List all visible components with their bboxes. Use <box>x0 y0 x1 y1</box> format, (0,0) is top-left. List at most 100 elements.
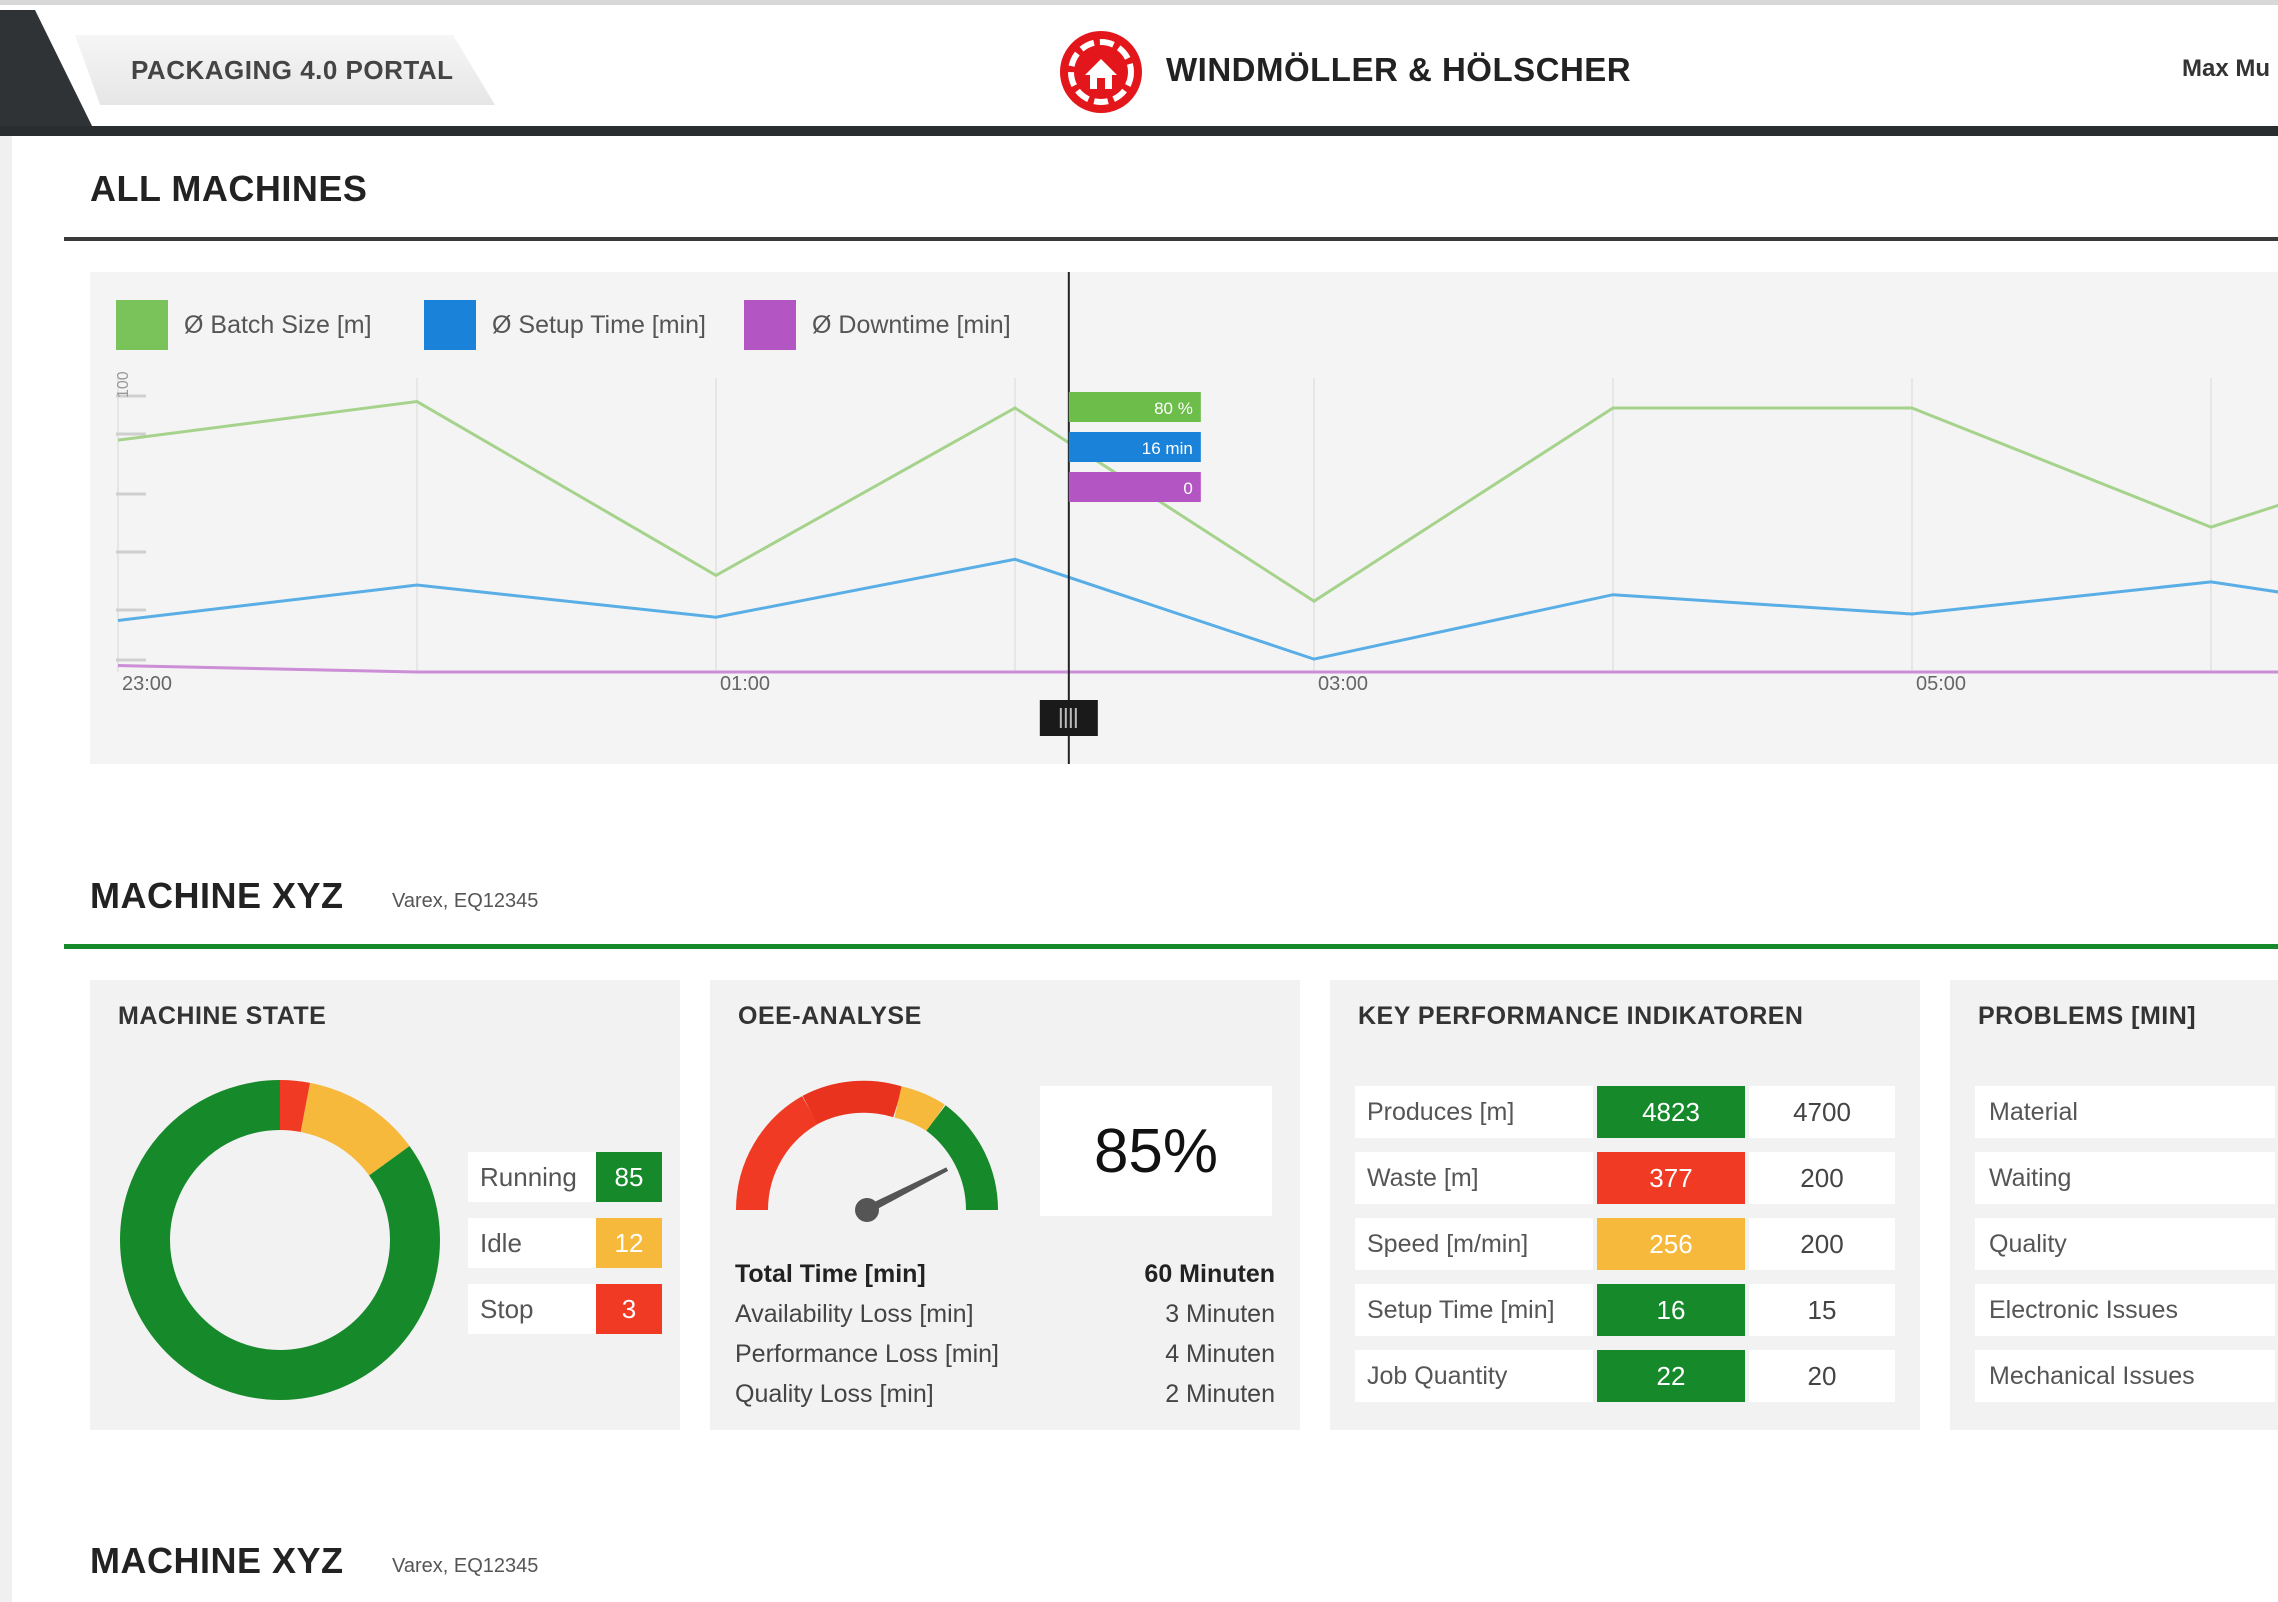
series-downtime-line <box>117 664 2278 674</box>
kpi-label: Speed [m/min] <box>1355 1218 1593 1270</box>
oee-loss-label: Performance Loss [min] <box>735 1340 999 1368</box>
legend-swatch <box>116 300 168 350</box>
oee-total-row: Total Time [min] 60 Minuten <box>735 1260 1275 1289</box>
problems-card: PROBLEMS [MIN] Material Waiting Quality … <box>1950 980 2278 1430</box>
kpi-target: 20 <box>1749 1350 1895 1402</box>
oee-loss-row: Availability Loss [min] 3 Minuten <box>735 1300 1275 1329</box>
oee-gauge <box>735 1080 998 1222</box>
card-title: KEY PERFORMANCE INDIKATOREN <box>1358 1002 1804 1030</box>
donut-segment-stop <box>120 1080 440 1400</box>
legend-setup-time[interactable]: Ø Setup Time [min] <box>424 300 706 350</box>
gauge-hub <box>855 1198 879 1222</box>
kpi-card: KEY PERFORMANCE INDIKATOREN Produces [m]… <box>1330 980 1920 1430</box>
problem-row: Material <box>1975 1086 2275 1138</box>
oee-loss-value: 3 Minuten <box>1165 1300 1275 1328</box>
kpi-label: Setup Time [min] <box>1355 1284 1593 1336</box>
section-divider <box>64 237 2278 241</box>
kpi-row-waste: Waste [m] 377 200 <box>1355 1152 1895 1204</box>
oee-card: OEE-ANALYSE 85% Total Time [min] 60 Minu… <box>710 980 1300 1430</box>
card-title: OEE-ANALYSE <box>738 1002 922 1030</box>
gauge-yellow-arc <box>894 1086 945 1132</box>
line-chart: 100 23:00 01:00 03:00 05:00 80 % 16 min … <box>115 272 2278 764</box>
legend-swatch <box>424 300 476 350</box>
gauge-green-arc <box>925 1105 998 1211</box>
kpi-row-job-quantity: Job Quantity 22 20 <box>1355 1350 1895 1402</box>
tooltip-batch-badge <box>1068 392 1201 422</box>
kpi-value: 377 <box>1597 1152 1745 1204</box>
kpi-row-setup-time: Setup Time [min] 16 15 <box>1355 1284 1895 1336</box>
state-row-stop: Stop 3 <box>468 1284 662 1334</box>
legend-label: Ø Batch Size [m] <box>184 310 372 339</box>
oee-loss-row: Performance Loss [min] 4 Minuten <box>735 1340 1275 1369</box>
tooltip-setup-value: 16 min <box>1142 439 1193 458</box>
kpi-target: 4700 <box>1749 1086 1895 1138</box>
oee-percent: 85% <box>1040 1086 1272 1216</box>
kpi-label: Produces [m] <box>1355 1086 1593 1138</box>
kpi-value: 16 <box>1597 1284 1745 1336</box>
gauge-red-arc <box>735 1096 819 1211</box>
problem-row: Quality <box>1975 1218 2275 1270</box>
state-label: Running <box>480 1161 577 1192</box>
machine-subtitle: Varex, EQ12345 <box>392 1555 539 1577</box>
x-tick-label: 01:00 <box>720 673 770 695</box>
state-row-idle: Idle 12 <box>468 1218 662 1268</box>
chart-tooltip: 80 % 16 min 0 <box>1068 392 1201 502</box>
portal-tab[interactable]: PACKAGING 4.0 PORTAL <box>75 35 495 105</box>
oee-loss-label: Quality Loss [min] <box>735 1380 934 1408</box>
tooltip-batch-value: 80 % <box>1154 399 1193 418</box>
state-label: Idle <box>480 1227 522 1258</box>
brand-name: WINDMÖLLER & HÖLSCHER <box>1166 51 1632 88</box>
kpi-value: 4823 <box>1597 1086 1745 1138</box>
machine-state-donut <box>120 1080 440 1400</box>
chart-cursor-handle[interactable] <box>1039 700 1098 736</box>
oee-loss-value: 2 Minuten <box>1165 1380 1275 1408</box>
user-name[interactable]: Max Mu <box>2182 55 2271 82</box>
top-bar: PACKAGING 4.0 PORTAL WINDMÖLLER & HÖLSCH… <box>0 0 2278 132</box>
x-tick-label: 23:00 <box>122 673 172 695</box>
problem-row: Electronic Issues <box>1975 1284 2275 1336</box>
all-machines-title: ALL MACHINES <box>90 168 368 209</box>
machine-title: MACHINE XYZ <box>90 1540 344 1581</box>
oee-total-label: Total Time [min] <box>735 1260 926 1288</box>
oee-loss-value: 4 Minuten <box>1165 1340 1275 1368</box>
legend-swatch <box>744 300 796 350</box>
state-value: 3 <box>596 1284 662 1334</box>
machine-divider <box>64 944 2278 949</box>
state-value: 85 <box>596 1152 662 1202</box>
legend-batch-size[interactable]: Ø Batch Size [m] <box>116 300 372 350</box>
machine-state-card: MACHINE STATE Running 85 Idle 12 Stop 3 <box>90 980 680 1430</box>
series-batch-size-line <box>117 399 2278 603</box>
oee-loss-label: Availability Loss [min] <box>735 1300 974 1328</box>
x-tick-label: 03:00 <box>1318 673 1368 695</box>
legend-downtime[interactable]: Ø Downtime [min] <box>744 300 1011 350</box>
tooltip-downtime-badge <box>1068 472 1201 502</box>
portal-label: PACKAGING 4.0 PORTAL <box>131 54 454 85</box>
chart-gridlines <box>117 378 2212 672</box>
machine-title: MACHINE XYZ <box>90 875 344 916</box>
left-rail <box>0 136 12 1602</box>
oee-total-value: 60 Minuten <box>1144 1260 1275 1288</box>
y-axis-max-label: 100 <box>115 371 132 398</box>
legend-label: Ø Downtime [min] <box>812 310 1011 339</box>
card-title: PROBLEMS [MIN] <box>1978 1002 2197 1030</box>
tooltip-setup-badge <box>1068 432 1201 462</box>
state-label: Stop <box>480 1293 534 1324</box>
kpi-value: 256 <box>1597 1218 1745 1270</box>
kpi-row-speed: Speed [m/min] 256 200 <box>1355 1218 1895 1270</box>
state-value: 12 <box>596 1218 662 1268</box>
kpi-value: 22 <box>1597 1350 1745 1402</box>
kpi-target: 15 <box>1749 1284 1895 1336</box>
tooltip-downtime-value: 0 <box>1183 479 1192 498</box>
kpi-target: 200 <box>1749 1218 1895 1270</box>
x-tick-label: 05:00 <box>1916 673 1966 695</box>
brand-logo-icon <box>1060 31 1142 113</box>
machine-subtitle: Varex, EQ12345 <box>392 890 539 912</box>
y-axis-ticks <box>116 394 146 662</box>
gauge-needle <box>865 1167 949 1214</box>
state-row-running: Running 85 <box>468 1152 662 1202</box>
legend-label: Ø Setup Time [min] <box>492 310 706 339</box>
series-setup-time-line <box>117 557 2278 661</box>
card-title: MACHINE STATE <box>118 1002 327 1030</box>
gauge-red-arc-2 <box>802 1080 903 1125</box>
kpi-label: Job Quantity <box>1355 1350 1593 1402</box>
